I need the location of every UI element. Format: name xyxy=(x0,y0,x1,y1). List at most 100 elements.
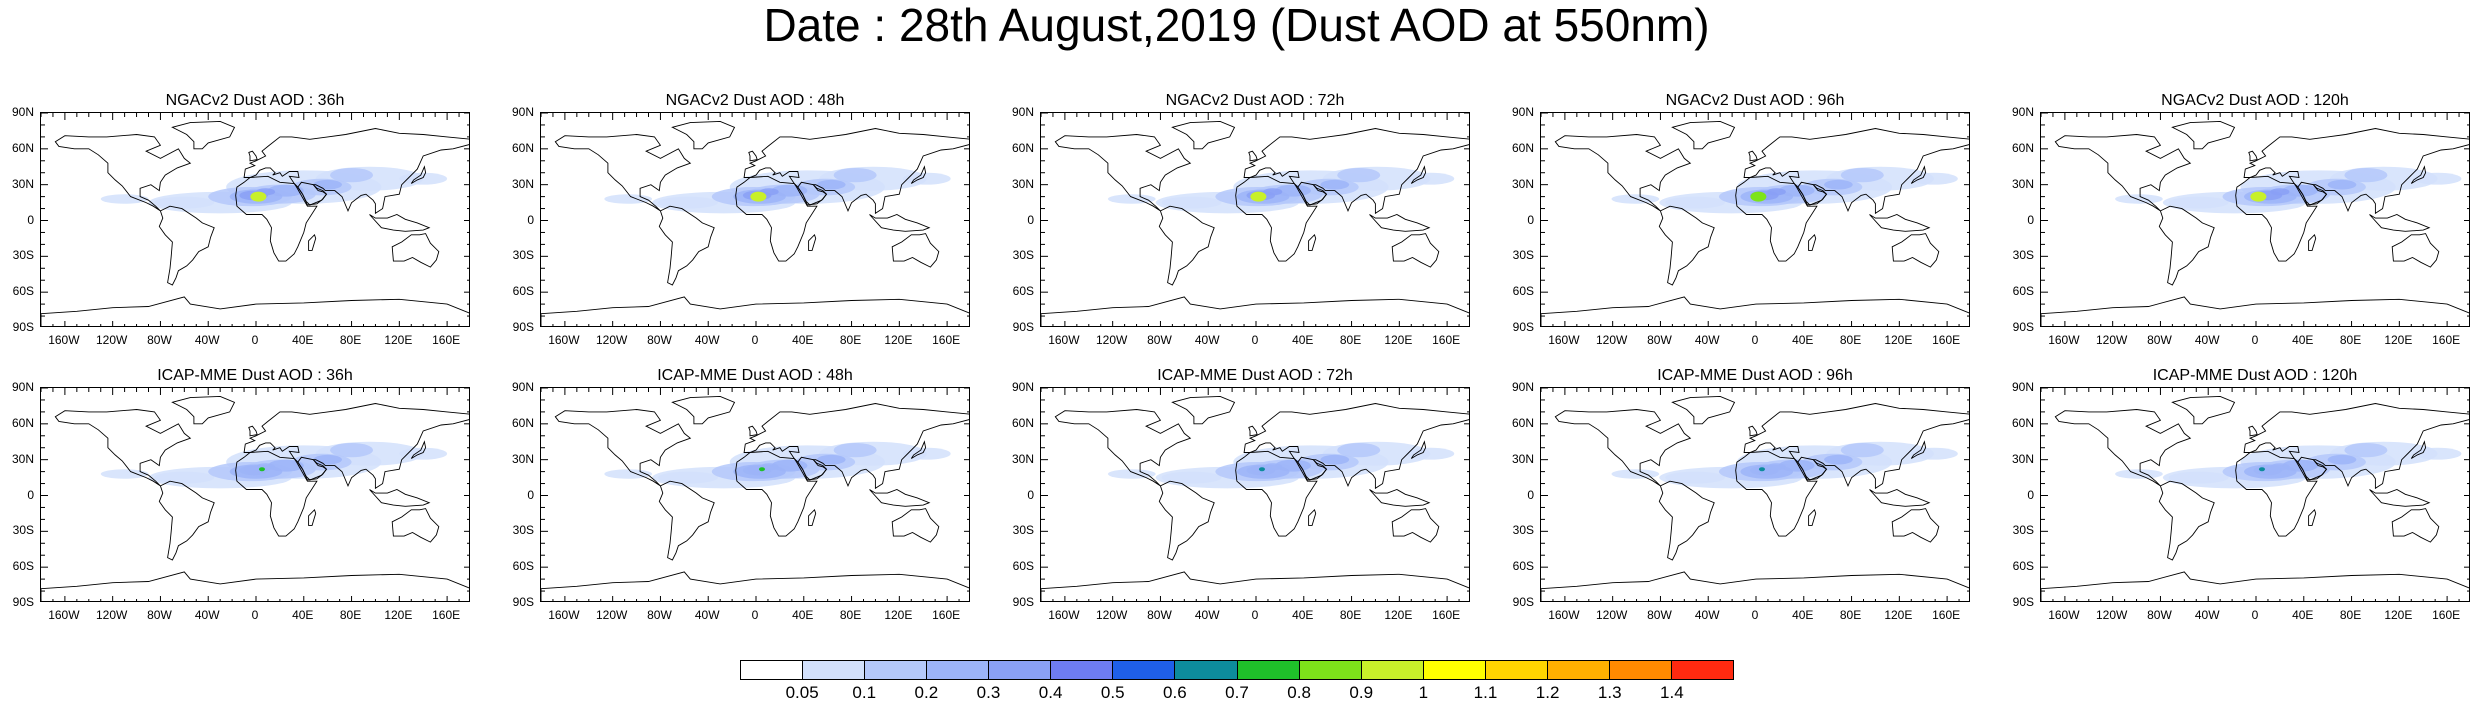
lon-label: 160E xyxy=(1932,333,1961,347)
dust-plume xyxy=(154,471,215,484)
dust-plume xyxy=(1107,194,1156,204)
coastline-japan xyxy=(910,165,927,184)
lon-label: 80W xyxy=(647,608,672,622)
coastline-greenland xyxy=(171,395,236,425)
lon-label: 0 xyxy=(251,608,259,622)
panel-title: ICAP-MME Dust AOD : 120h xyxy=(2152,367,2358,384)
coastline-south-america xyxy=(158,205,215,286)
coastline-madagascar xyxy=(308,233,317,251)
lon-label: 160E xyxy=(2432,333,2461,347)
coastline-south-america xyxy=(158,480,215,561)
lon-label: 120E xyxy=(1384,333,1413,347)
colorbar-label: 1 xyxy=(1418,683,1429,702)
lat-label: 60N xyxy=(11,415,34,430)
coastline-eurasia xyxy=(243,128,469,215)
coastline-japan xyxy=(1410,165,1427,184)
lat-label: 30S xyxy=(2012,248,2034,263)
map-panel: NGACv2 Dust AOD : 120h 90N 60N 30N 0 30S 60S 90… xyxy=(2000,92,2470,352)
coastline-australia xyxy=(2391,508,2440,543)
map-canvas xyxy=(1041,388,1469,601)
coastline-japan xyxy=(910,440,927,459)
lon-label: 0 xyxy=(251,333,259,347)
lat-label: 30N xyxy=(511,451,534,466)
dust-plume xyxy=(1766,463,1786,471)
coastline-australia xyxy=(1891,508,1940,543)
lon-label: 120W xyxy=(1595,333,1628,347)
lon-label: 160W xyxy=(48,608,80,622)
coastline-arabia xyxy=(2297,181,2328,206)
lat-label: 60S xyxy=(12,559,34,574)
coastline-uk xyxy=(248,150,258,162)
dust-plume xyxy=(1406,447,1455,460)
lat-label: 0 xyxy=(1027,487,1034,502)
dust-plume xyxy=(1910,172,1958,185)
coastline-madagascar xyxy=(308,508,317,526)
lon-label: 120W xyxy=(595,333,628,347)
lon-label: 80W xyxy=(1147,608,1172,622)
lat-label: 90S xyxy=(12,320,34,334)
dust-plume xyxy=(267,459,304,472)
coastline-south-america xyxy=(2158,480,2215,561)
lon-label: 160W xyxy=(48,333,80,347)
colorbar-label: 0.8 xyxy=(1287,683,1311,702)
dust-plume xyxy=(2413,172,2462,185)
lat-label: 60N xyxy=(511,140,534,155)
lat-label: 60N xyxy=(511,415,534,430)
colorbar-segment xyxy=(1175,661,1238,679)
coastline-africa xyxy=(1235,450,1318,537)
lon-label: 120W xyxy=(595,608,628,622)
dust-plume xyxy=(658,196,718,209)
map-canvas xyxy=(2041,113,2469,326)
lon-label: 160W xyxy=(2048,333,2080,347)
coastline-australia xyxy=(391,508,440,543)
lon-label: 80E xyxy=(839,608,862,622)
coastline-africa xyxy=(235,450,318,537)
lat-label: 60S xyxy=(2012,559,2034,574)
coastline-japan xyxy=(1910,165,1927,184)
lat-label: 90S xyxy=(1012,595,1034,609)
coastline-antarctica xyxy=(2041,571,2469,601)
world-map xyxy=(540,387,970,602)
dust-plume xyxy=(2168,196,2229,209)
lon-label: 160E xyxy=(2432,608,2461,622)
coastline-indonesia xyxy=(2369,489,2431,507)
coastline-greenland xyxy=(171,120,236,150)
lon-label: 40E xyxy=(292,608,314,622)
dust-plume xyxy=(1778,184,1815,197)
lon-label: 160E xyxy=(932,608,961,622)
coastline-indonesia xyxy=(869,214,931,232)
coastline-north-america xyxy=(1054,409,1192,487)
map-canvas xyxy=(1541,388,1969,601)
dust-plume xyxy=(330,167,374,183)
lon-label: 120W xyxy=(2095,608,2128,622)
lat-label: 60S xyxy=(512,284,534,299)
coastline-uk xyxy=(2248,425,2258,437)
coastline-africa xyxy=(735,450,818,537)
dust-plume xyxy=(833,167,877,183)
lat-label: 90S xyxy=(2012,320,2034,334)
lon-label: 40W xyxy=(1694,608,1720,622)
coastline-arabia xyxy=(297,181,328,206)
coastline-north-america xyxy=(2054,409,2192,487)
coastline-north-america xyxy=(554,134,692,212)
lon-label: 40E xyxy=(2292,608,2314,622)
coastline-greenland xyxy=(2171,120,2236,150)
lat-label: 60S xyxy=(2012,284,2034,299)
lat-label: 60S xyxy=(1512,559,1534,574)
lon-label: 120E xyxy=(1884,333,1913,347)
map-panel: ICAP-MME Dust AOD : 72h 90N 60N 30N 0 30S 60S 9… xyxy=(1000,367,1470,627)
coastline-greenland xyxy=(1671,120,1736,150)
world-map xyxy=(540,112,970,327)
dust-plume xyxy=(2270,188,2290,196)
coastline-arabia xyxy=(2297,456,2328,481)
dust-hotspot xyxy=(1750,191,1767,202)
coastline-greenland xyxy=(1671,395,1736,425)
panel-title: NGACv2 Dust AOD : 96h xyxy=(1665,92,1845,109)
dust-plume xyxy=(399,447,448,460)
dust-plume xyxy=(1840,167,1884,183)
coastline-eurasia xyxy=(743,128,969,215)
lon-label: 160W xyxy=(548,333,580,347)
lon-label: 0 xyxy=(1751,608,1759,622)
coastline-madagascar xyxy=(1808,233,1817,251)
dust-plume xyxy=(902,447,951,460)
